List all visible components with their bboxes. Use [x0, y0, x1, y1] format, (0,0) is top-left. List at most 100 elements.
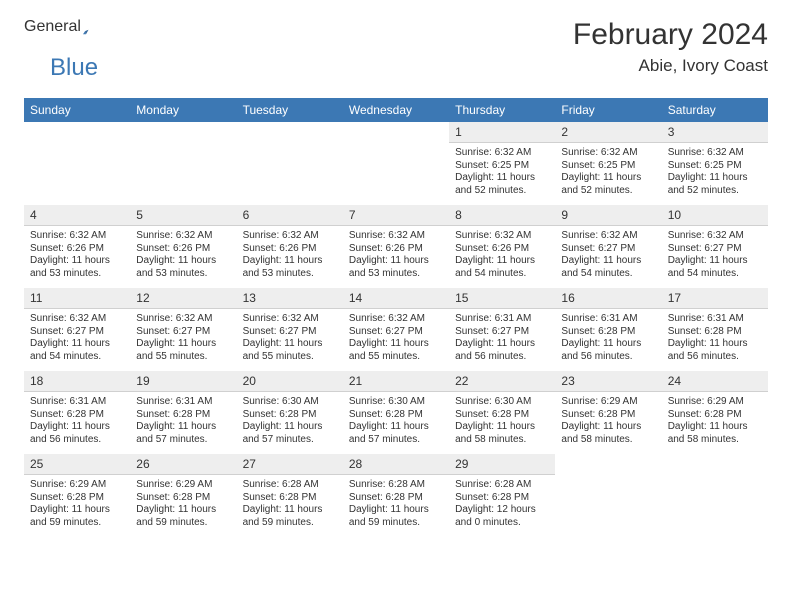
day-body: Sunrise: 6:32 AMSunset: 6:26 PMDaylight:… [24, 226, 130, 288]
day-body [24, 128, 130, 188]
day-number: 17 [662, 288, 768, 309]
day-body: Sunrise: 6:31 AMSunset: 6:28 PMDaylight:… [662, 309, 768, 371]
calendar-cell: 26Sunrise: 6:29 AMSunset: 6:28 PMDayligh… [130, 454, 236, 537]
day-number: 29 [449, 454, 555, 475]
day-body: Sunrise: 6:32 AMSunset: 6:27 PMDaylight:… [662, 226, 768, 288]
location-label: Abie, Ivory Coast [573, 56, 768, 76]
calendar-cell: 9Sunrise: 6:32 AMSunset: 6:27 PMDaylight… [555, 205, 661, 288]
day-number: 10 [662, 205, 768, 226]
calendar-table: SundayMondayTuesdayWednesdayThursdayFrid… [24, 98, 768, 537]
calendar-cell: 27Sunrise: 6:28 AMSunset: 6:28 PMDayligh… [237, 454, 343, 537]
calendar-cell [662, 454, 768, 537]
calendar-cell: 24Sunrise: 6:29 AMSunset: 6:28 PMDayligh… [662, 371, 768, 454]
dayname-header: Thursday [449, 98, 555, 122]
dayname-header: Wednesday [343, 98, 449, 122]
day-body: Sunrise: 6:29 AMSunset: 6:28 PMDaylight:… [555, 392, 661, 454]
day-body: Sunrise: 6:32 AMSunset: 6:26 PMDaylight:… [449, 226, 555, 288]
day-number: 6 [237, 205, 343, 226]
day-body: Sunrise: 6:30 AMSunset: 6:28 PMDaylight:… [449, 392, 555, 454]
calendar-cell: 19Sunrise: 6:31 AMSunset: 6:28 PMDayligh… [130, 371, 236, 454]
day-body: Sunrise: 6:29 AMSunset: 6:28 PMDaylight:… [24, 475, 130, 537]
calendar-cell: 10Sunrise: 6:32 AMSunset: 6:27 PMDayligh… [662, 205, 768, 288]
dayname-header: Monday [130, 98, 236, 122]
day-number: 23 [555, 371, 661, 392]
day-body: Sunrise: 6:32 AMSunset: 6:25 PMDaylight:… [662, 143, 768, 205]
calendar-cell: 22Sunrise: 6:30 AMSunset: 6:28 PMDayligh… [449, 371, 555, 454]
calendar-week: 25Sunrise: 6:29 AMSunset: 6:28 PMDayligh… [24, 454, 768, 537]
dayname-header: Saturday [662, 98, 768, 122]
day-body [662, 460, 768, 520]
calendar-cell: 16Sunrise: 6:31 AMSunset: 6:28 PMDayligh… [555, 288, 661, 371]
calendar-header-row: SundayMondayTuesdayWednesdayThursdayFrid… [24, 98, 768, 122]
day-body: Sunrise: 6:32 AMSunset: 6:27 PMDaylight:… [130, 309, 236, 371]
calendar-cell: 28Sunrise: 6:28 AMSunset: 6:28 PMDayligh… [343, 454, 449, 537]
day-number: 2 [555, 122, 661, 143]
day-number: 16 [555, 288, 661, 309]
calendar-cell: 14Sunrise: 6:32 AMSunset: 6:27 PMDayligh… [343, 288, 449, 371]
dayname-header: Friday [555, 98, 661, 122]
day-number: 19 [130, 371, 236, 392]
calendar-cell: 15Sunrise: 6:31 AMSunset: 6:27 PMDayligh… [449, 288, 555, 371]
day-number: 11 [24, 288, 130, 309]
day-body: Sunrise: 6:31 AMSunset: 6:27 PMDaylight:… [449, 309, 555, 371]
day-body: Sunrise: 6:30 AMSunset: 6:28 PMDaylight:… [343, 392, 449, 454]
day-body: Sunrise: 6:28 AMSunset: 6:28 PMDaylight:… [449, 475, 555, 537]
calendar-cell: 29Sunrise: 6:28 AMSunset: 6:28 PMDayligh… [449, 454, 555, 537]
day-number: 4 [24, 205, 130, 226]
day-body: Sunrise: 6:32 AMSunset: 6:25 PMDaylight:… [449, 143, 555, 205]
calendar-cell: 7Sunrise: 6:32 AMSunset: 6:26 PMDaylight… [343, 205, 449, 288]
day-body [343, 128, 449, 188]
brand-triangle-icon [83, 22, 89, 42]
brand-general: General [24, 18, 81, 36]
day-number: 8 [449, 205, 555, 226]
day-number: 25 [24, 454, 130, 475]
day-body: Sunrise: 6:28 AMSunset: 6:28 PMDaylight:… [237, 475, 343, 537]
day-number: 9 [555, 205, 661, 226]
dayname-header: Sunday [24, 98, 130, 122]
day-body: Sunrise: 6:30 AMSunset: 6:28 PMDaylight:… [237, 392, 343, 454]
day-number: 7 [343, 205, 449, 226]
day-body: Sunrise: 6:29 AMSunset: 6:28 PMDaylight:… [662, 392, 768, 454]
day-body: Sunrise: 6:31 AMSunset: 6:28 PMDaylight:… [130, 392, 236, 454]
day-number: 3 [662, 122, 768, 143]
day-number: 15 [449, 288, 555, 309]
calendar-cell: 25Sunrise: 6:29 AMSunset: 6:28 PMDayligh… [24, 454, 130, 537]
calendar-cell: 21Sunrise: 6:30 AMSunset: 6:28 PMDayligh… [343, 371, 449, 454]
day-body: Sunrise: 6:29 AMSunset: 6:28 PMDaylight:… [130, 475, 236, 537]
day-number: 24 [662, 371, 768, 392]
calendar-cell: 17Sunrise: 6:31 AMSunset: 6:28 PMDayligh… [662, 288, 768, 371]
calendar-cell: 3Sunrise: 6:32 AMSunset: 6:25 PMDaylight… [662, 122, 768, 205]
calendar-cell: 5Sunrise: 6:32 AMSunset: 6:26 PMDaylight… [130, 205, 236, 288]
calendar-cell: 23Sunrise: 6:29 AMSunset: 6:28 PMDayligh… [555, 371, 661, 454]
day-body: Sunrise: 6:32 AMSunset: 6:25 PMDaylight:… [555, 143, 661, 205]
calendar-cell [24, 122, 130, 205]
calendar-cell: 11Sunrise: 6:32 AMSunset: 6:27 PMDayligh… [24, 288, 130, 371]
dayname-header: Tuesday [237, 98, 343, 122]
day-body: Sunrise: 6:32 AMSunset: 6:26 PMDaylight:… [237, 226, 343, 288]
day-body [555, 460, 661, 520]
day-body: Sunrise: 6:32 AMSunset: 6:27 PMDaylight:… [24, 309, 130, 371]
day-body: Sunrise: 6:32 AMSunset: 6:27 PMDaylight:… [555, 226, 661, 288]
day-number: 22 [449, 371, 555, 392]
day-body [237, 128, 343, 188]
calendar-week: 1Sunrise: 6:32 AMSunset: 6:25 PMDaylight… [24, 122, 768, 205]
brand-blue: Blue [50, 54, 98, 82]
day-number: 26 [130, 454, 236, 475]
day-number: 18 [24, 371, 130, 392]
title-block: February 2024 Abie, Ivory Coast [573, 18, 768, 76]
day-number: 21 [343, 371, 449, 392]
day-body: Sunrise: 6:32 AMSunset: 6:27 PMDaylight:… [343, 309, 449, 371]
day-number: 27 [237, 454, 343, 475]
brand-logo: General [24, 18, 111, 42]
day-body [130, 128, 236, 188]
day-number: 1 [449, 122, 555, 143]
day-number: 5 [130, 205, 236, 226]
calendar-cell [555, 454, 661, 537]
calendar-body: 1Sunrise: 6:32 AMSunset: 6:25 PMDaylight… [24, 122, 768, 537]
calendar-cell [343, 122, 449, 205]
calendar-week: 4Sunrise: 6:32 AMSunset: 6:26 PMDaylight… [24, 205, 768, 288]
day-body: Sunrise: 6:32 AMSunset: 6:26 PMDaylight:… [343, 226, 449, 288]
day-body: Sunrise: 6:31 AMSunset: 6:28 PMDaylight:… [24, 392, 130, 454]
calendar-cell: 8Sunrise: 6:32 AMSunset: 6:26 PMDaylight… [449, 205, 555, 288]
day-number: 13 [237, 288, 343, 309]
